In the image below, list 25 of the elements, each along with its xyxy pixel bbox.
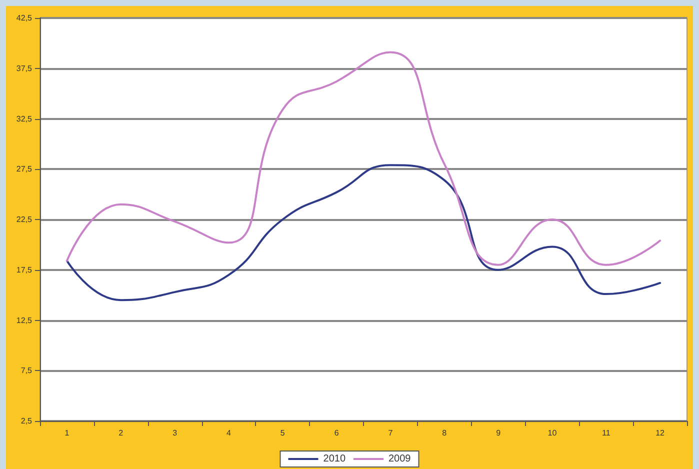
x-tick-label: 1 (64, 428, 70, 438)
x-tick-label: 5 (280, 428, 286, 438)
x-tick-label: 7 (388, 428, 394, 438)
x-tick-label: 10 (548, 428, 558, 438)
x-tick-label: 9 (496, 428, 502, 438)
y-tick-label: 27,5 (16, 164, 33, 174)
x-tick-label: 6 (334, 428, 340, 438)
x-tick-label: 4 (226, 428, 232, 438)
y-tick-label: 42,5 (16, 14, 33, 22)
legend-label: 2010 (323, 454, 346, 464)
line-series (66, 51, 662, 266)
x-tick-label: 8 (442, 428, 448, 438)
legend-label: 2009 (388, 454, 412, 464)
y-tick-label: 7,5 (20, 366, 33, 376)
y-tick-label: 32,5 (16, 114, 33, 124)
y-tick-label: 12,5 (16, 316, 33, 325)
x-tick-label: 11 (602, 428, 611, 438)
x-tick-label: 12 (656, 428, 666, 438)
y-tick-label: 22,5 (16, 215, 33, 224)
y-tick-label: 37,5 (16, 64, 33, 73)
x-tick-label: 2 (118, 428, 124, 438)
y-tick-label: 17,5 (16, 265, 33, 274)
y-tick-label: 2,5 (20, 416, 33, 426)
line-series (66, 164, 662, 302)
x-tick-label: 3 (172, 428, 178, 438)
